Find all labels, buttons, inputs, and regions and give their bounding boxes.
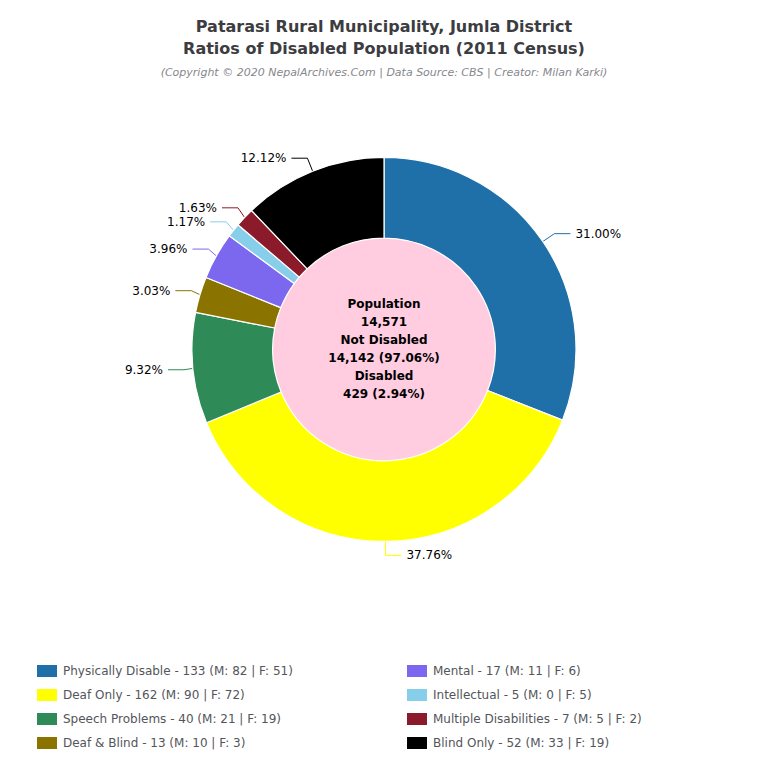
svg-text:9.32%: 9.32% [125,363,163,377]
svg-text:14,142 (97.06%): 14,142 (97.06%) [328,351,439,365]
svg-text:Population: Population [347,297,420,311]
svg-text:14,571: 14,571 [361,315,407,329]
svg-text:Blind Only - 52 (M: 33 | F: 19: Blind Only - 52 (M: 33 | F: 19) [433,736,609,750]
svg-text:Mental - 17 (M: 11 | F: 6): Mental - 17 (M: 11 | F: 6) [433,664,581,678]
svg-text:31.00%: 31.00% [575,227,621,241]
svg-text:3.96%: 3.96% [149,242,187,256]
svg-text:429 (2.94%): 429 (2.94%) [343,387,425,401]
svg-text:Deaf Only - 162 (M: 90 | F: 72: Deaf Only - 162 (M: 90 | F: 72) [63,688,245,702]
svg-text:Not Disabled: Not Disabled [341,333,428,347]
svg-text:12.12%: 12.12% [241,151,287,165]
svg-text:37.76%: 37.76% [406,548,452,562]
svg-text:Intellectual - 5 (M: 0 | F: 5): Intellectual - 5 (M: 0 | F: 5) [433,688,592,702]
svg-text:Speech Problems - 40 (M: 21 |: Speech Problems - 40 (M: 21 | F: 19) [63,712,281,726]
svg-text:Physically Disable - 133 (M: 8: Physically Disable - 133 (M: 82 | F: 51) [63,664,293,678]
svg-text:1.63%: 1.63% [179,201,217,215]
svg-text:Patarasi Rural Municipality, J: Patarasi Rural Municipality, Jumla Distr… [196,17,573,36]
svg-text:Deaf & Blind - 13 (M: 10 | F:: Deaf & Blind - 13 (M: 10 | F: 3) [63,736,245,750]
svg-text:Multiple Disabilities - 7 (M:: Multiple Disabilities - 7 (M: 5 | F: 2) [433,712,642,726]
svg-text:Disabled: Disabled [355,369,414,383]
svg-text:(Copyright © 2020 NepalArchive: (Copyright © 2020 NepalArchives.Com | Da… [161,66,608,79]
svg-text:Ratios of Disabled Population: Ratios of Disabled Population (2011 Cens… [183,39,585,58]
svg-text:3.03%: 3.03% [132,284,170,298]
svg-text:1.17%: 1.17% [167,215,205,229]
